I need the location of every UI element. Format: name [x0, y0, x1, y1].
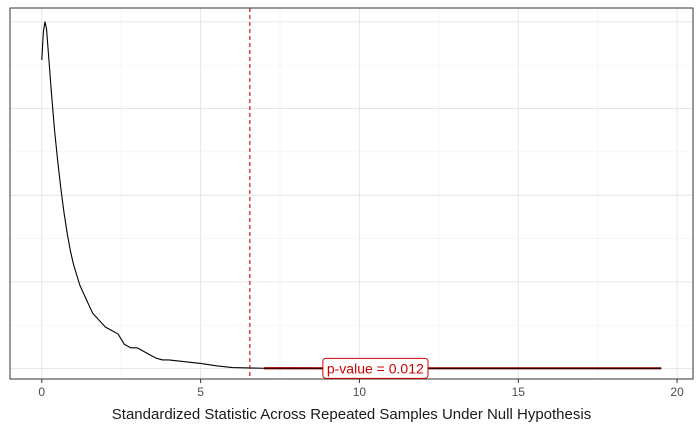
x-tick-label: 0	[38, 385, 45, 399]
x-tick-label: 15	[512, 385, 526, 399]
grid-lines	[10, 8, 693, 379]
p-value-label: p-value = 0.012	[327, 360, 424, 376]
p-value-annotation: p-value = 0.012	[322, 357, 429, 379]
x-tick-label: 20	[670, 385, 684, 399]
x-axis-title: Standardized Statistic Across Repeated S…	[112, 406, 591, 423]
x-axis-ticks: 0 5 10 15 20	[38, 379, 684, 399]
p-value-label-box	[322, 357, 429, 379]
x-tick-label: 5	[197, 385, 204, 399]
x-tick-label: 10	[353, 385, 367, 399]
panel-border	[9, 7, 694, 380]
